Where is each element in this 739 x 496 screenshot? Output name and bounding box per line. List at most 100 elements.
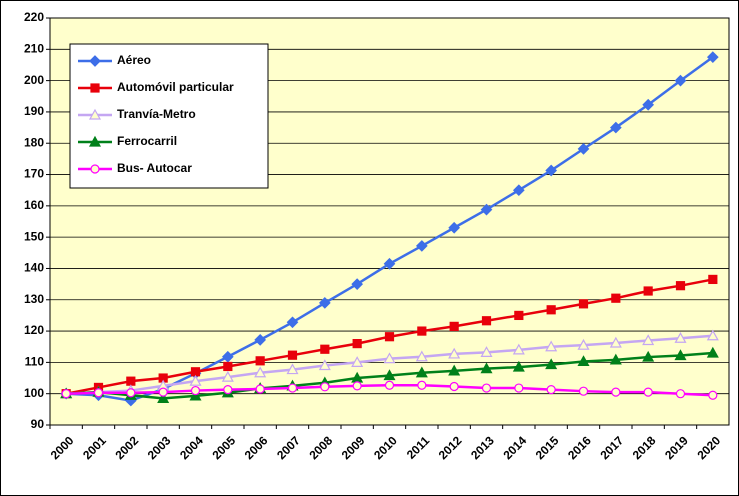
marker: [417, 326, 427, 336]
marker: [190, 367, 201, 377]
marker: [545, 358, 558, 370]
marker: [383, 352, 396, 364]
legend-label: Aéreo: [117, 53, 151, 67]
marker: [609, 353, 622, 365]
marker: [642, 98, 655, 111]
marker: [480, 346, 493, 357]
marker: [190, 385, 201, 396]
marker: [706, 329, 719, 341]
y-tick-label: 120: [24, 323, 44, 337]
marker: [158, 387, 168, 397]
y-tick-label: 100: [24, 386, 44, 400]
marker: [352, 381, 362, 391]
marker: [643, 286, 653, 296]
marker: [254, 366, 267, 378]
marker: [255, 356, 265, 366]
marker: [675, 281, 686, 291]
marker: [514, 310, 524, 321]
marker: [88, 135, 102, 147]
marker: [223, 385, 233, 395]
marker: [708, 390, 718, 400]
marker: [708, 274, 718, 285]
marker: [287, 383, 298, 393]
y-tick-label: 160: [24, 198, 44, 212]
marker: [415, 240, 428, 252]
marker: [320, 344, 330, 354]
marker: [221, 370, 234, 382]
y-tick-label: 180: [24, 135, 44, 149]
marker: [318, 359, 331, 371]
y-tick-label: 130: [24, 292, 44, 306]
marker: [512, 184, 525, 197]
marker: [480, 362, 493, 374]
marker: [674, 332, 687, 343]
marker: [546, 385, 556, 395]
legend-label: Tranvía-Metro: [117, 107, 196, 121]
marker: [448, 221, 461, 234]
marker: [546, 305, 556, 315]
marker: [126, 376, 136, 386]
marker: [89, 55, 101, 67]
marker: [545, 164, 558, 177]
y-tick-label: 190: [24, 104, 44, 118]
marker: [481, 316, 492, 326]
marker: [611, 387, 621, 397]
marker: [223, 361, 233, 372]
marker: [384, 332, 395, 342]
marker: [643, 387, 653, 397]
marker: [675, 389, 686, 399]
marker: [61, 389, 71, 399]
marker: [706, 346, 719, 358]
marker: [384, 380, 395, 390]
y-tick-label: 150: [24, 229, 44, 243]
marker: [609, 121, 622, 134]
marker: [448, 364, 461, 376]
marker: [255, 384, 265, 394]
marker: [415, 350, 428, 362]
marker: [611, 293, 621, 303]
marker: [157, 392, 170, 403]
y-tick-label: 90: [31, 417, 45, 431]
marker: [448, 347, 461, 359]
marker: [90, 83, 100, 93]
marker: [88, 108, 102, 120]
marker: [577, 355, 590, 367]
marker: [449, 381, 459, 392]
marker: [577, 143, 590, 155]
marker: [642, 334, 655, 346]
marker: [318, 297, 331, 309]
marker: [417, 380, 427, 390]
legend-label: Ferrocarril: [117, 134, 177, 148]
marker: [512, 343, 525, 355]
legend-label: Bus- Autocar: [117, 161, 192, 175]
marker: [578, 299, 589, 309]
marker: [286, 316, 299, 329]
marker: [320, 382, 330, 392]
marker: [642, 350, 655, 362]
marker: [93, 388, 104, 398]
marker: [609, 336, 622, 348]
marker: [449, 321, 459, 331]
marker: [221, 350, 234, 363]
marker: [481, 383, 492, 393]
marker: [512, 360, 525, 372]
y-tick-label: 220: [24, 10, 44, 24]
marker: [674, 349, 687, 361]
marker: [514, 383, 524, 393]
legend-label: Automóvil particular: [117, 80, 234, 94]
marker: [254, 333, 267, 346]
marker: [351, 278, 364, 290]
marker: [287, 350, 298, 360]
y-tick-label: 140: [24, 261, 44, 275]
marker: [351, 356, 364, 367]
marker: [578, 386, 589, 396]
y-tick-label: 170: [24, 167, 44, 181]
marker: [674, 74, 687, 87]
marker: [480, 203, 493, 216]
marker: [577, 338, 590, 350]
marker: [415, 366, 428, 378]
y-tick-label: 110: [25, 355, 45, 369]
marker: [286, 363, 299, 375]
marker: [189, 374, 202, 386]
